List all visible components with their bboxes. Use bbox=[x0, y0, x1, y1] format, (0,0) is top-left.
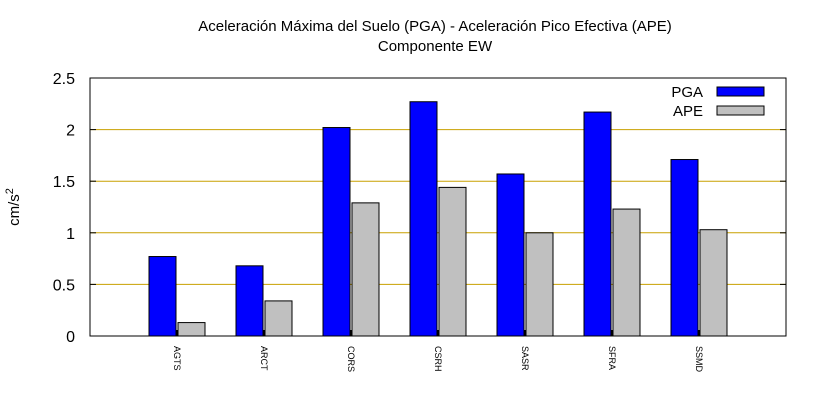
bar-pga-arct bbox=[235, 265, 264, 337]
bar-ape-cors bbox=[351, 202, 380, 337]
y-tick-label: 2.5 bbox=[53, 71, 75, 88]
y-tick-labels: 0 0.5 1 1.5 2 2.5 bbox=[53, 71, 75, 346]
chart-title: Aceleración Máxima del Suelo (PGA) - Ace… bbox=[198, 18, 672, 35]
svg-text:cm/s2: cm/s2 bbox=[4, 188, 23, 226]
y-tick-label: 0 bbox=[66, 329, 75, 346]
bar-pga-cors bbox=[322, 127, 351, 337]
bar-ape-arct bbox=[264, 300, 293, 337]
x-tick-label: AGTS bbox=[172, 346, 182, 371]
bar-pga-csrh bbox=[409, 101, 438, 337]
legend-swatch bbox=[716, 105, 765, 116]
x-tick-label: ARCT bbox=[259, 346, 269, 371]
legend-label: APE bbox=[673, 103, 703, 120]
bar-ape-sasr bbox=[525, 232, 554, 337]
bar-ape-sfra bbox=[612, 208, 641, 337]
y-tick-label: 1 bbox=[66, 226, 75, 243]
bar-ape-agts bbox=[177, 322, 206, 337]
legend-swatch bbox=[716, 86, 765, 97]
bar-ape-csrh bbox=[438, 186, 467, 337]
x-tick-label: SFRA bbox=[607, 346, 617, 370]
gridlines bbox=[90, 77, 786, 337]
y-axis-label: cm/s2 bbox=[4, 188, 23, 226]
y-tick-label: 0.5 bbox=[53, 277, 75, 294]
x-tick-label: SSMD bbox=[694, 346, 704, 373]
bars bbox=[148, 101, 728, 337]
legend-label: PGA bbox=[671, 84, 703, 101]
bar-pga-ssmd bbox=[670, 159, 699, 337]
bar-pga-agts bbox=[148, 256, 177, 337]
x-tick-label: SASR bbox=[520, 346, 530, 371]
y-axis-label-exponent: 2 bbox=[4, 188, 16, 194]
x-tick-label: CORS bbox=[346, 346, 356, 372]
bar-ape-ssmd bbox=[699, 229, 728, 337]
x-tick-label: CSRH bbox=[433, 346, 443, 372]
chart-subtitle: Componente EW bbox=[378, 38, 493, 55]
bar-pga-sfra bbox=[583, 111, 612, 337]
legend: PGA APE bbox=[671, 84, 765, 120]
y-tick-label: 2 bbox=[66, 123, 75, 140]
bar-pga-sasr bbox=[496, 173, 525, 337]
y-axis-label-unit: cm/s bbox=[6, 194, 23, 226]
plot-frame bbox=[89, 77, 787, 337]
y-tick-label: 1.5 bbox=[53, 174, 75, 191]
x-tick-labels: AGTS ARCT CORS CSRH SASR SFRA SSMD bbox=[172, 330, 704, 373]
